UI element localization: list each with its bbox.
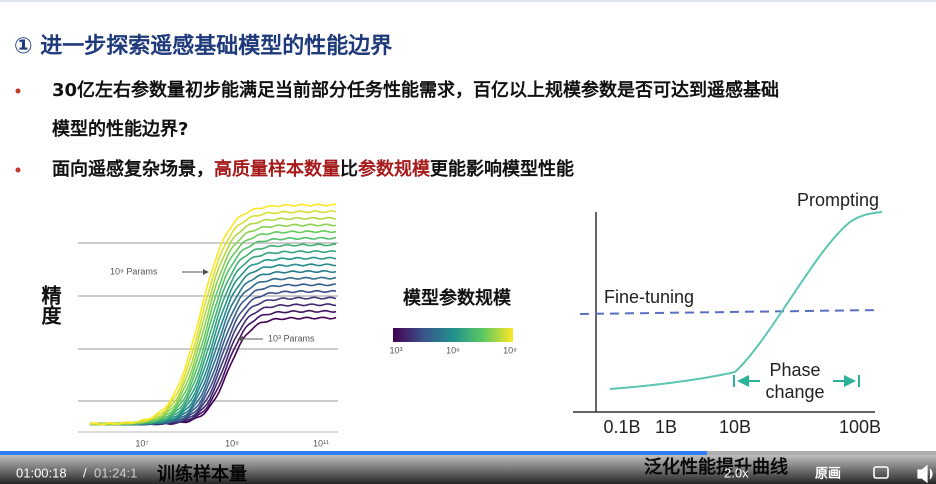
x-tick-label: 10B	[719, 417, 751, 437]
volume-button[interactable]	[917, 464, 933, 484]
pip-button[interactable]	[873, 466, 889, 479]
curve-label: Fine-tuning	[604, 287, 694, 307]
control-bar	[0, 455, 936, 484]
x-tick-label: 100B	[839, 417, 881, 437]
slide-title: ① 进一步探索遥感基础模型的性能边界	[14, 33, 392, 59]
bullet-text: 模型的性能边界?	[52, 118, 188, 140]
colorbar-tick: 10³	[389, 345, 402, 355]
x-tick-label: 10⁹	[225, 438, 239, 448]
fine-tuning-line	[579, 309, 881, 315]
progress-fill[interactable]	[0, 451, 707, 455]
prompting-curve	[609, 211, 883, 390]
colorbar-tick: 10⁶	[446, 345, 460, 355]
bullet-dot	[15, 88, 21, 94]
bullet-text: 30亿左右参数量初步能满足当前部分任务性能需求，百亿以上规模参数是否可达到遥感基…	[52, 79, 779, 101]
bullet-dot	[15, 167, 21, 173]
x-tick-label: 10¹¹	[313, 438, 329, 448]
highlight: 参数规模	[358, 158, 431, 180]
colorbar-tick: 10⁹	[503, 345, 517, 355]
colorbar-title: 模型参数规模	[403, 287, 512, 309]
time-separator: /	[83, 465, 87, 480]
text-run: 面向遥感复杂场景，	[52, 158, 214, 180]
curve-label: Prompting	[797, 190, 879, 210]
annotation: Phase	[769, 360, 820, 380]
annotation: change	[765, 382, 824, 402]
quality-button[interactable]: 原画	[815, 465, 841, 480]
annotation: 10⁹ Params	[110, 266, 158, 276]
current-time: 01:00:18	[16, 465, 67, 480]
x-tick-label: 10⁷	[135, 438, 148, 448]
highlight: 高质量样本数量	[214, 158, 340, 180]
text-run: 更能影响模型性能	[430, 158, 574, 180]
colorbar	[393, 328, 513, 342]
y-label: 精度	[38, 284, 62, 326]
duration: 01:24:1	[94, 465, 137, 480]
x-tick-label: 1B	[655, 417, 677, 437]
bullet-text: 面向遥感复杂场景，高质量样本数量比参数规模更能影响模型性能	[52, 158, 574, 180]
accuracy-curve	[89, 203, 337, 426]
accuracy-figure	[78, 203, 338, 433]
speed-button[interactable]: 2.0x	[724, 465, 749, 480]
x-tick-label: 0.1B	[603, 417, 640, 437]
annotation: 10³ Params	[268, 333, 315, 343]
text-run: 比	[340, 159, 358, 180]
